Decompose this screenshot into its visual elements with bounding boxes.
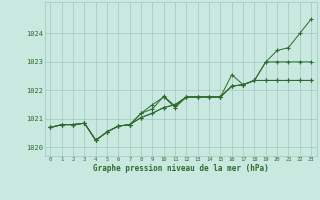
X-axis label: Graphe pression niveau de la mer (hPa): Graphe pression niveau de la mer (hPa) xyxy=(93,164,269,173)
